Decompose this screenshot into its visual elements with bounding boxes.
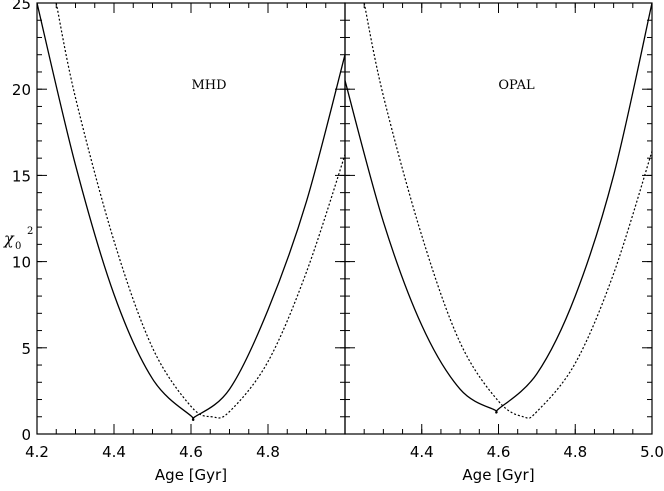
y-tick-label: 0: [21, 426, 31, 444]
x-tick-label: 4.6: [487, 443, 511, 461]
panel-annotation-0: MHD: [191, 78, 226, 93]
x-tick-label: 4.2: [25, 443, 49, 461]
axes-layer: [36, 2, 653, 435]
x-axis-label-0: Age [Gyr]: [155, 466, 227, 484]
x-tick-label: 4.6: [179, 443, 203, 461]
x-axis-label-1: Age [Gyr]: [462, 466, 534, 484]
panel-annotation-1: OPAL: [498, 78, 535, 93]
y-tick-label: 5: [21, 340, 31, 358]
labels-layer: 4.2 4.4 4.6 4.8 Age [Gyr] MHD 4.4 4.6 4.8 5.0 Age …: [12, 0, 664, 484]
curves-layer: [37, 3, 652, 422]
x-tick-label: 5.0: [640, 443, 664, 461]
x-tick-label: 4.4: [410, 443, 434, 461]
curve-mhd-dotted: [55, 3, 346, 419]
y-axis-label-subscript: 0: [15, 241, 21, 252]
y-tick-label: 25: [12, 0, 31, 13]
x-tick-label: 4.4: [102, 443, 126, 461]
panel-frame-0: [36, 2, 346, 435]
x-tick-label: 4.8: [563, 443, 587, 461]
y-tick-label: 10: [12, 254, 31, 272]
y-tick-label: 20: [12, 81, 31, 99]
curve-mhd-solid: [37, 3, 346, 422]
panel-frame-1: [344, 2, 653, 435]
y-tick-label: 15: [12, 167, 31, 185]
curve-opal-solid: [344, 3, 652, 414]
y-axis-label: χ: [3, 229, 15, 248]
x-tick-label: 4.8: [256, 443, 280, 461]
curve-opal-dotted: [363, 3, 652, 419]
y-axis-label-superscript: 2: [27, 226, 33, 237]
